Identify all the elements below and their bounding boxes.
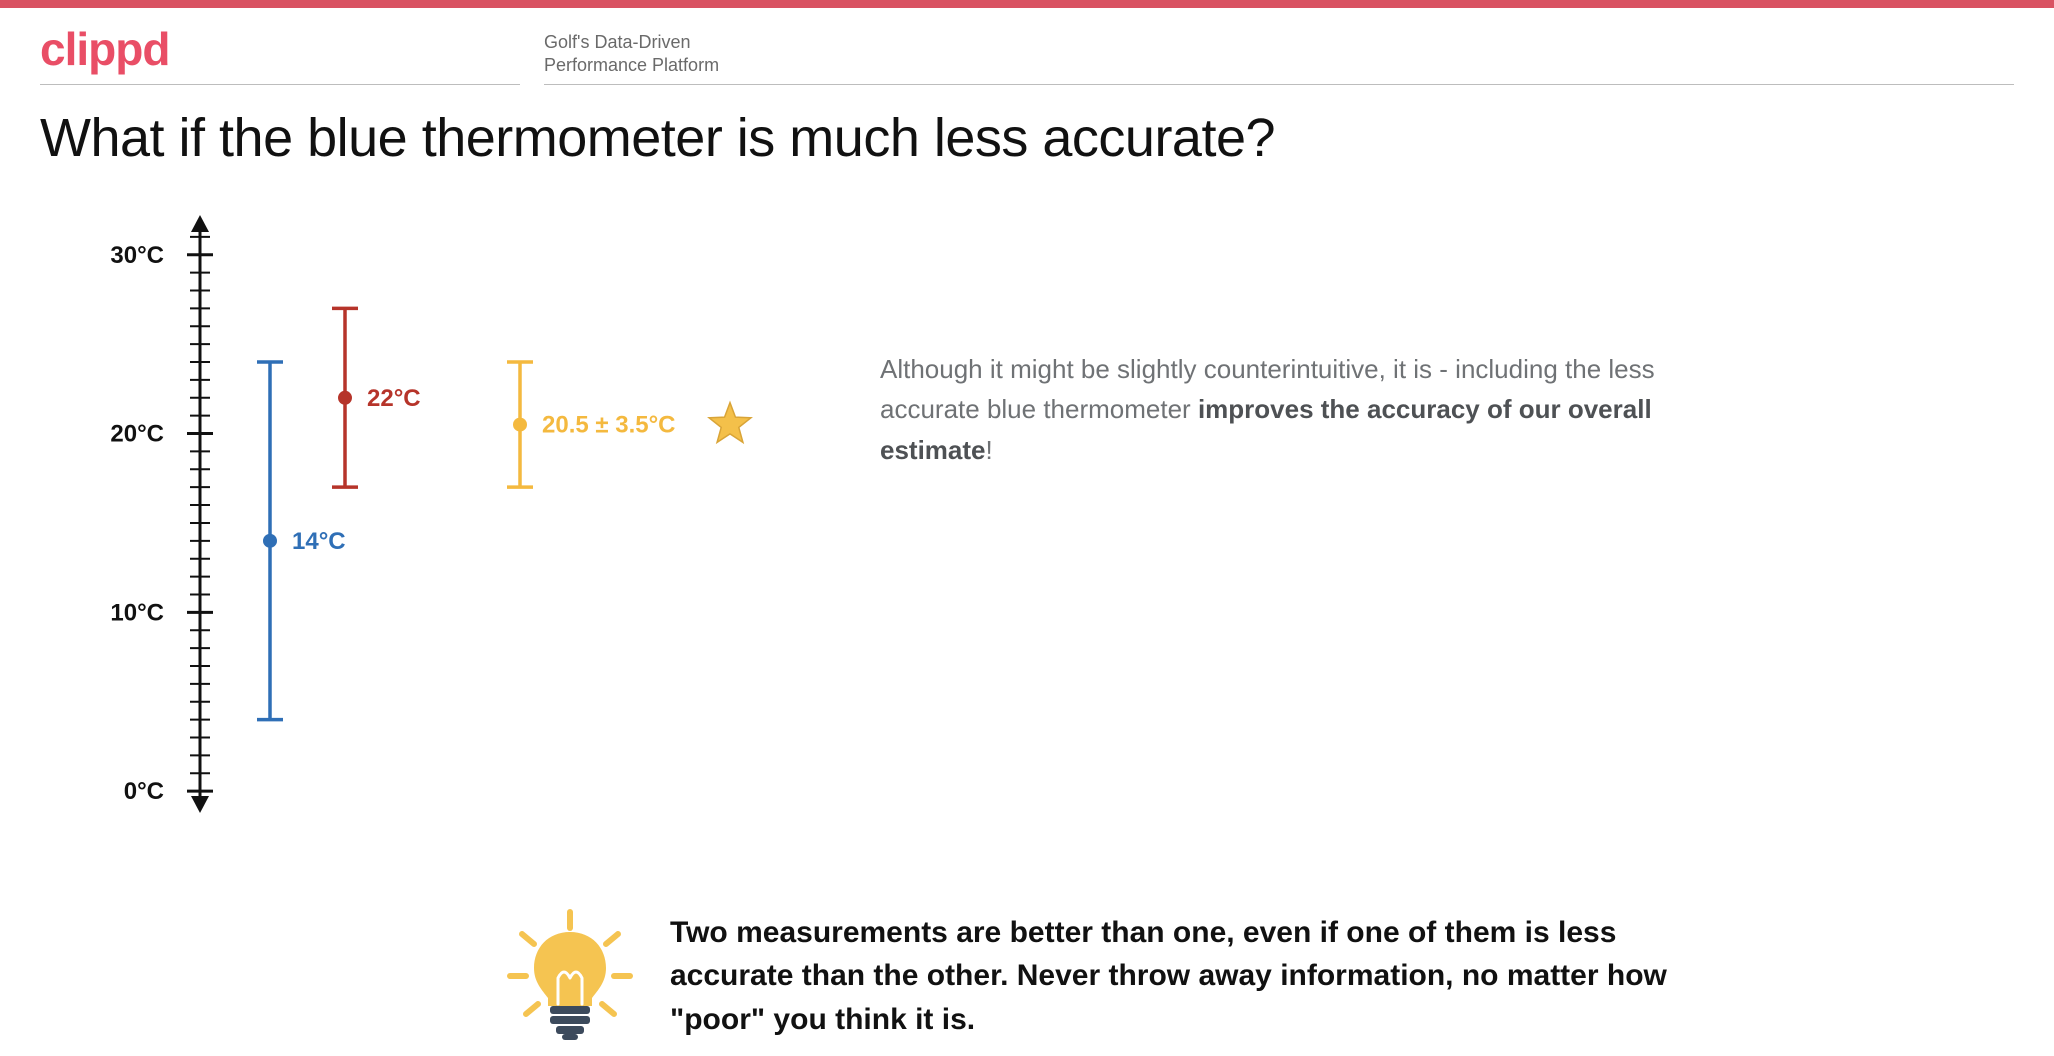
- explanation-column: Although it might be slightly counterint…: [880, 209, 2014, 829]
- svg-text:20.5 ± 3.5°C: 20.5 ± 3.5°C: [542, 412, 676, 439]
- errorbar-chart: 0°C 10°C 20°C 30°C 14°C 22°C 20.5 ± 3.5°C: [40, 209, 880, 829]
- brand-logo: clippd: [40, 22, 520, 76]
- tagline: Golf's Data-Driven Performance Platform: [544, 31, 2014, 85]
- logo-container: clippd: [40, 22, 520, 85]
- header: clippd Golf's Data-Driven Performance Pl…: [0, 8, 2054, 85]
- svg-text:10°C: 10°C: [110, 599, 164, 626]
- tagline-line1: Golf's Data-Driven: [544, 31, 2014, 54]
- svg-text:14°C: 14°C: [292, 528, 346, 555]
- topbar-accent: [0, 0, 2054, 8]
- takeaway-text: Two measurements are better than one, ev…: [670, 911, 1670, 1042]
- tagline-line2: Performance Platform: [544, 54, 2014, 77]
- svg-text:20°C: 20°C: [110, 421, 164, 448]
- lightbulb-icon: [500, 906, 640, 1046]
- explain-post: !: [986, 435, 993, 465]
- page-title: What if the blue thermometer is much les…: [0, 85, 2054, 179]
- chart-column: 0°C 10°C 20°C 30°C 14°C 22°C 20.5 ± 3.5°C: [40, 209, 860, 829]
- takeaway-row: Two measurements are better than one, ev…: [500, 906, 2054, 1046]
- svg-text:30°C: 30°C: [110, 242, 164, 269]
- content-area: 0°C 10°C 20°C 30°C 14°C 22°C 20.5 ± 3.5°C Alth…: [0, 179, 2054, 849]
- explanation-text: Although it might be slightly counterint…: [880, 349, 1680, 470]
- svg-text:22°C: 22°C: [367, 385, 421, 412]
- svg-text:0°C: 0°C: [124, 778, 164, 805]
